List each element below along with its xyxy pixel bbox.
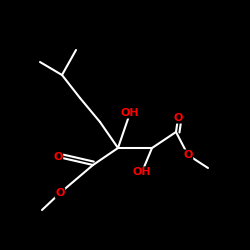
Text: O: O [183,150,193,160]
Text: O: O [53,152,63,162]
Text: O: O [55,188,65,198]
Text: O: O [173,113,183,123]
Text: OH: OH [133,167,151,177]
Text: OH: OH [121,108,139,118]
